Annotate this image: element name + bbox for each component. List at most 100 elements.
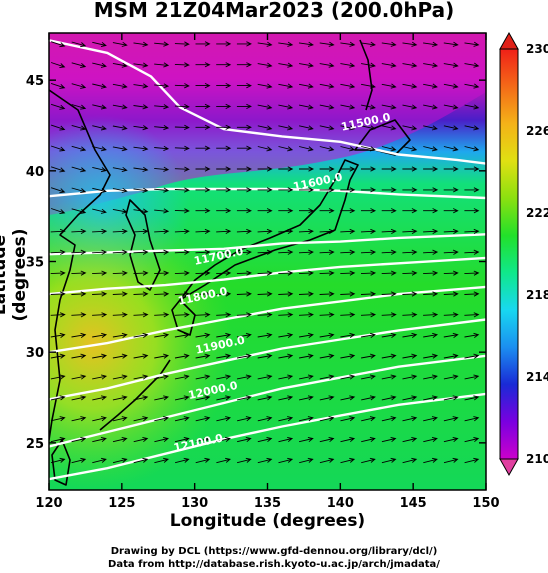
wind-vector-365 bbox=[216, 395, 232, 401]
wind-vector-128 bbox=[92, 166, 107, 173]
wind-vector-440 bbox=[464, 457, 480, 464]
wind-vector-118 bbox=[319, 146, 335, 152]
wind-vector-37 bbox=[381, 62, 397, 68]
wind-vector-17 bbox=[402, 41, 418, 47]
wind-vector-199 bbox=[257, 228, 273, 234]
contour-line-0 bbox=[49, 39, 486, 165]
wind-vector-274 bbox=[71, 312, 87, 318]
wind-vector-283 bbox=[257, 312, 273, 318]
wind-vector-9 bbox=[236, 41, 252, 47]
wind-vector-264 bbox=[298, 291, 314, 297]
wind-vector-235 bbox=[133, 270, 149, 276]
wind-vector-214 bbox=[133, 249, 149, 255]
wind-vector-362 bbox=[154, 395, 170, 401]
wind-vector-397 bbox=[443, 416, 459, 422]
wind-vector-73 bbox=[257, 104, 273, 110]
wind-vector-331 bbox=[381, 353, 397, 359]
wind-vector-190 bbox=[71, 228, 87, 234]
wind-vector-169 bbox=[71, 208, 87, 214]
x-axis: 120 125 130 135 140 145 150 bbox=[35, 33, 500, 511]
y-axis: 25 30 35 40 45 bbox=[26, 74, 486, 452]
wind-vector-379 bbox=[71, 416, 87, 422]
wind-vector-51 bbox=[236, 82, 252, 89]
wind-vector-33 bbox=[299, 62, 314, 68]
wind-vector-41 bbox=[464, 62, 480, 68]
wind-vector-311 bbox=[402, 332, 418, 338]
wind-vector-343 bbox=[195, 374, 211, 380]
wind-vector-216 bbox=[174, 249, 190, 255]
coastline-kyushu bbox=[171, 299, 196, 336]
wind-vector-303 bbox=[236, 332, 252, 338]
wind-vector-391 bbox=[319, 416, 335, 422]
wind-vector-90 bbox=[174, 124, 190, 131]
wind-vector-221 bbox=[278, 249, 294, 255]
wind-vector-147 bbox=[50, 187, 66, 194]
wind-vector-409 bbox=[257, 436, 273, 443]
wind-vector-380 bbox=[92, 416, 107, 422]
wind-vector-208 bbox=[443, 228, 459, 234]
wind-vector-160 bbox=[319, 187, 335, 193]
wind-vector-312 bbox=[423, 332, 439, 338]
wind-vector-191 bbox=[92, 228, 108, 234]
wind-vector-102 bbox=[423, 125, 438, 131]
wind-vector-50 bbox=[216, 82, 232, 89]
wind-vector-62 bbox=[464, 83, 480, 89]
wind-vector-301 bbox=[195, 332, 211, 338]
wind-vector-341 bbox=[154, 374, 170, 380]
wind-vector-100 bbox=[381, 125, 397, 131]
wind-vector-152 bbox=[154, 187, 170, 193]
wind-vector-188 bbox=[464, 208, 480, 214]
wind-vector-162 bbox=[361, 187, 377, 193]
wind-vector-212 bbox=[92, 249, 108, 255]
wind-vector-268 bbox=[381, 291, 397, 297]
wind-vector-344 bbox=[216, 374, 232, 380]
wind-vector-326 bbox=[278, 353, 294, 359]
wind-vector-5 bbox=[154, 41, 170, 47]
wind-vector-333 bbox=[423, 353, 439, 359]
wind-vector-205 bbox=[381, 228, 397, 234]
wind-vector-173 bbox=[154, 208, 170, 214]
wind-vector-132 bbox=[174, 166, 190, 172]
wind-vector-27 bbox=[174, 62, 190, 68]
wind-vector-273 bbox=[50, 312, 66, 318]
wind-vector-351 bbox=[361, 374, 376, 380]
wind-vector-16 bbox=[381, 41, 397, 47]
wind-vector-42 bbox=[50, 82, 66, 89]
x-tick-label-1: 125 bbox=[108, 496, 135, 511]
colorbar: 230 226 222 218 214 210 bbox=[499, 31, 548, 477]
colorbar-ticks: 230 226 222 218 214 210 bbox=[526, 42, 548, 466]
wind-vector-6 bbox=[174, 41, 190, 47]
wind-vector-45 bbox=[112, 83, 128, 89]
wind-vector-413 bbox=[340, 436, 356, 443]
wind-vector-193 bbox=[133, 228, 149, 234]
wind-vector-314 bbox=[464, 332, 480, 338]
wind-vector-254 bbox=[92, 291, 108, 297]
wind-vector-240 bbox=[236, 270, 252, 276]
wind-vector-95 bbox=[278, 125, 294, 131]
wind-vector-339 bbox=[112, 374, 128, 380]
wind-vector-328 bbox=[319, 353, 335, 359]
wind-vector-200 bbox=[278, 228, 294, 234]
wind-vector-74 bbox=[278, 104, 294, 110]
colorbar-min-arrow bbox=[499, 458, 519, 477]
wind-vector-34 bbox=[319, 62, 335, 68]
wind-vector-1 bbox=[71, 41, 87, 48]
wind-vector-70 bbox=[195, 103, 211, 110]
wind-vector-59 bbox=[402, 83, 418, 89]
wind-vector-332 bbox=[402, 353, 418, 359]
wind-vector-179 bbox=[278, 208, 294, 214]
wind-vector-163 bbox=[381, 187, 397, 193]
wind-vector-134 bbox=[216, 166, 232, 172]
wind-vector-53 bbox=[278, 83, 294, 89]
wind-vector-418 bbox=[443, 436, 459, 443]
wind-vector-86 bbox=[92, 125, 107, 131]
wind-vector-277 bbox=[133, 312, 149, 318]
wind-vector-146 bbox=[464, 166, 480, 172]
wind-vector-156 bbox=[236, 187, 252, 193]
contour-line-2 bbox=[49, 233, 486, 256]
wind-vector-420 bbox=[50, 457, 66, 464]
wind-vector-157 bbox=[257, 187, 273, 193]
wind-vector-209 bbox=[464, 228, 480, 234]
wind-vector-243 bbox=[298, 270, 314, 276]
wind-vector-223 bbox=[319, 249, 335, 255]
